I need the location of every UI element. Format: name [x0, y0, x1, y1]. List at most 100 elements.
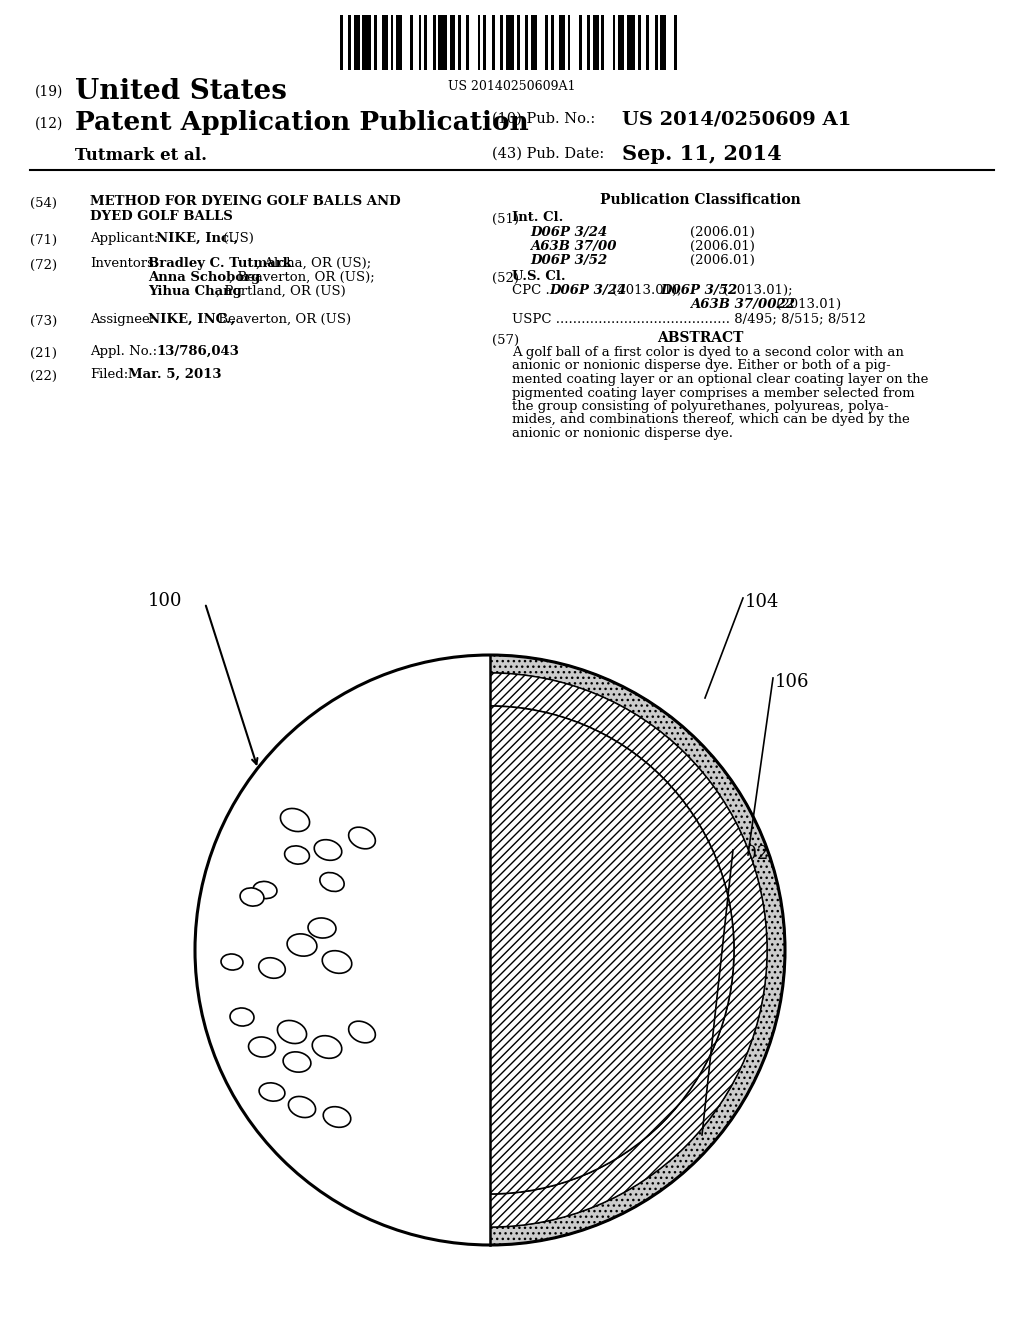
- Circle shape: [190, 649, 790, 1250]
- Text: A golf ball of a first color is dyed to a second color with an: A golf ball of a first color is dyed to …: [512, 346, 904, 359]
- Ellipse shape: [348, 828, 376, 849]
- Bar: [601, 15, 604, 70]
- Text: Assignee:: Assignee:: [90, 313, 155, 326]
- Text: (2006.01): (2006.01): [690, 253, 755, 267]
- Ellipse shape: [308, 917, 336, 939]
- Text: NIKE, Inc.,: NIKE, Inc.,: [156, 232, 239, 246]
- Ellipse shape: [283, 1052, 311, 1072]
- Text: (2013.01): (2013.01): [772, 298, 841, 312]
- Text: 102: 102: [735, 845, 769, 863]
- Ellipse shape: [323, 950, 352, 973]
- Ellipse shape: [319, 873, 344, 891]
- Bar: [567, 15, 570, 70]
- Text: 13/786,043: 13/786,043: [156, 345, 239, 358]
- Text: Patent Application Publication: Patent Application Publication: [75, 110, 528, 135]
- Text: Inventors:: Inventors:: [90, 257, 159, 271]
- Bar: [506, 15, 514, 70]
- Text: METHOD FOR DYEING GOLF BALLS AND: METHOD FOR DYEING GOLF BALLS AND: [90, 195, 400, 209]
- Text: (21): (21): [30, 347, 57, 360]
- Bar: [411, 15, 413, 70]
- Text: Appl. No.:: Appl. No.:: [90, 345, 157, 358]
- Text: , Beaverton, OR (US);: , Beaverton, OR (US);: [229, 271, 375, 284]
- Text: (22): (22): [30, 370, 57, 383]
- Text: anionic or nonionic disperse dye. Either or both of a pig-: anionic or nonionic disperse dye. Either…: [512, 359, 891, 372]
- Text: (72): (72): [30, 259, 57, 272]
- Text: (2013.01);: (2013.01);: [719, 284, 793, 297]
- Bar: [362, 15, 371, 70]
- Ellipse shape: [259, 958, 286, 978]
- Bar: [618, 15, 624, 70]
- Bar: [419, 15, 422, 70]
- Text: (51): (51): [492, 213, 519, 226]
- Ellipse shape: [278, 1020, 306, 1044]
- Text: (52): (52): [492, 272, 519, 285]
- Text: D06P 3/52: D06P 3/52: [530, 253, 607, 267]
- Bar: [551, 15, 554, 70]
- Text: (57): (57): [492, 334, 519, 347]
- Bar: [525, 15, 528, 70]
- Text: Mar. 5, 2013: Mar. 5, 2013: [128, 368, 221, 381]
- Text: Applicant:: Applicant:: [90, 232, 159, 246]
- Text: mented coating layer or an optional clear coating layer on the: mented coating layer or an optional clea…: [512, 374, 929, 385]
- Text: pigmented coating layer comprises a member selected from: pigmented coating layer comprises a memb…: [512, 387, 914, 400]
- Ellipse shape: [324, 1106, 351, 1127]
- Wedge shape: [490, 706, 734, 1195]
- Bar: [374, 15, 377, 70]
- Text: CPC ...: CPC ...: [512, 284, 562, 297]
- Bar: [627, 15, 635, 70]
- Bar: [483, 15, 486, 70]
- Text: A63B 37/00: A63B 37/00: [530, 240, 616, 253]
- Text: (54): (54): [30, 197, 57, 210]
- Ellipse shape: [287, 933, 316, 956]
- Bar: [348, 15, 351, 70]
- Ellipse shape: [240, 888, 264, 906]
- Text: the group consisting of polyurethanes, polyureas, polya-: the group consisting of polyurethanes, p…: [512, 400, 889, 413]
- Ellipse shape: [221, 954, 243, 970]
- Bar: [500, 15, 503, 70]
- Text: D06P 3/24: D06P 3/24: [530, 226, 607, 239]
- Ellipse shape: [285, 846, 309, 865]
- Text: (43) Pub. Date:: (43) Pub. Date:: [492, 147, 604, 161]
- Bar: [660, 15, 666, 70]
- Bar: [382, 15, 388, 70]
- Bar: [396, 15, 401, 70]
- Text: (2013.01);: (2013.01);: [608, 284, 686, 297]
- Text: ABSTRACT: ABSTRACT: [656, 331, 743, 345]
- Ellipse shape: [314, 840, 342, 861]
- Text: Int. Cl.: Int. Cl.: [512, 211, 563, 224]
- Text: 104: 104: [745, 593, 779, 611]
- Text: NIKE, INC.,: NIKE, INC.,: [148, 313, 236, 326]
- Bar: [654, 15, 657, 70]
- Text: US 2014/0250609 A1: US 2014/0250609 A1: [622, 110, 851, 128]
- Bar: [477, 15, 480, 70]
- Bar: [559, 15, 565, 70]
- Text: (2006.01): (2006.01): [690, 240, 755, 253]
- Text: (19): (19): [35, 84, 63, 99]
- Ellipse shape: [230, 1008, 254, 1026]
- Ellipse shape: [259, 1082, 285, 1101]
- Bar: [354, 15, 359, 70]
- Bar: [458, 15, 461, 70]
- Text: (2006.01): (2006.01): [690, 226, 755, 239]
- Bar: [593, 15, 598, 70]
- Text: , Aloha, OR (US);: , Aloha, OR (US);: [256, 257, 372, 271]
- Text: DYED GOLF BALLS: DYED GOLF BALLS: [90, 210, 232, 223]
- Text: D06P 3/52: D06P 3/52: [660, 284, 737, 297]
- Bar: [612, 15, 615, 70]
- Text: US 20140250609A1: US 20140250609A1: [449, 81, 575, 92]
- Text: Yihua Chang: Yihua Chang: [148, 285, 242, 298]
- Text: , Portland, OR (US): , Portland, OR (US): [216, 285, 346, 298]
- Text: U.S. Cl.: U.S. Cl.: [512, 271, 565, 282]
- Bar: [340, 15, 343, 70]
- Bar: [390, 15, 393, 70]
- Bar: [517, 15, 520, 70]
- Text: D06P 3/24: D06P 3/24: [549, 284, 627, 297]
- Wedge shape: [490, 673, 767, 1228]
- Ellipse shape: [249, 1038, 275, 1057]
- Text: (12): (12): [35, 117, 63, 131]
- Text: anionic or nonionic disperse dye.: anionic or nonionic disperse dye.: [512, 426, 733, 440]
- Bar: [467, 15, 469, 70]
- Bar: [433, 15, 435, 70]
- Bar: [588, 15, 590, 70]
- Ellipse shape: [253, 882, 276, 899]
